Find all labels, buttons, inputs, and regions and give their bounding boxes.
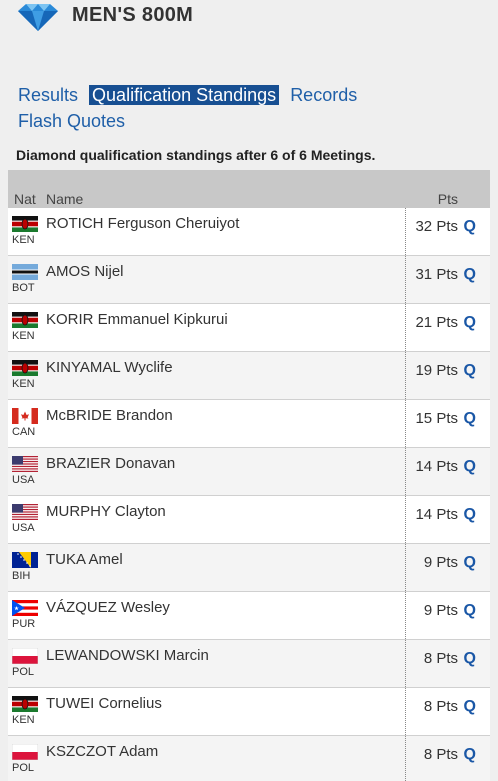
nat-code: KEN — [12, 234, 35, 246]
points-value: 19 Pts — [415, 362, 458, 379]
column-divider — [405, 448, 406, 495]
athlete-name[interactable]: KORIR Emmanuel Kipkurui — [46, 311, 228, 328]
poland-flag-icon — [12, 744, 38, 760]
kenya-flag-icon — [12, 696, 38, 712]
nat-code: USA — [12, 474, 35, 486]
column-divider — [405, 736, 406, 781]
column-divider — [405, 400, 406, 447]
nav-flash-quotes-link[interactable]: Flash Quotes — [18, 111, 126, 131]
column-divider — [405, 592, 406, 639]
points-value: 14 Pts — [415, 506, 458, 523]
qualified-badge: Q — [463, 650, 476, 667]
athlete-name[interactable]: VÁZQUEZ Wesley — [46, 599, 170, 616]
athlete-name[interactable]: TUKA Amel — [46, 551, 123, 568]
table-header: Nat Name Pts — [8, 170, 490, 208]
nav-records-link[interactable]: Records — [290, 85, 358, 105]
table-row[interactable]: BIH TUKA Amel 9 Pts Q — [8, 544, 490, 592]
qualified-badge: Q — [463, 554, 476, 571]
qualified-badge: Q — [463, 314, 476, 331]
header-name: Name — [46, 191, 84, 207]
diamond-icon — [18, 4, 58, 31]
page-header: MEN'S 800M — [0, 0, 498, 34]
nat-code: BIH — [12, 570, 31, 582]
qualified-badge: Q — [463, 362, 476, 379]
table-row[interactable]: KEN ROTICH Ferguson Cheruiyot 32 Pts Q — [8, 208, 490, 256]
qualified-badge: Q — [463, 218, 476, 235]
athlete-name[interactable]: TUWEI Cornelius — [46, 695, 162, 712]
table-row[interactable]: CAN McBRIDE Brandon 15 Pts Q — [8, 400, 490, 448]
qualified-badge: Q — [463, 506, 476, 523]
page-title: MEN'S 800M — [72, 4, 194, 26]
poland-flag-icon — [12, 648, 38, 664]
athlete-name[interactable]: McBRIDE Brandon — [46, 407, 173, 424]
points-value: 21 Pts — [415, 314, 458, 331]
nav-qualification-standings-link[interactable]: Qualification Standings — [89, 85, 280, 105]
kenya-flag-icon — [12, 312, 38, 328]
standings-caption: Diamond qualification standings after 6 … — [16, 147, 376, 163]
points-value: 15 Pts — [415, 410, 458, 427]
section-nav: Results Qualification Standings Records … — [18, 82, 488, 134]
athlete-name[interactable]: BRAZIER Donavan — [46, 455, 176, 472]
nat-code: POL — [12, 666, 35, 678]
header-pts: Pts — [437, 191, 458, 207]
qualified-badge: Q — [463, 458, 476, 475]
athlete-name[interactable]: KSZCZOT Adam — [46, 743, 159, 760]
kenya-flag-icon — [12, 360, 38, 376]
nat-code: POL — [12, 762, 35, 774]
points-value: 8 Pts — [423, 650, 458, 667]
table-row[interactable]: KEN TUWEI Cornelius 8 Pts Q — [8, 688, 490, 736]
table-row[interactable]: PUR VÁZQUEZ Wesley 9 Pts Q — [8, 592, 490, 640]
points-value: 9 Pts — [423, 602, 458, 619]
nat-code: BOT — [12, 282, 35, 294]
points-value: 14 Pts — [415, 458, 458, 475]
column-divider — [405, 352, 406, 399]
column-divider — [405, 496, 406, 543]
nat-code: KEN — [12, 714, 35, 726]
table-row[interactable]: USA BRAZIER Donavan 14 Pts Q — [8, 448, 490, 496]
usa-flag-icon — [12, 456, 38, 472]
qualified-badge: Q — [463, 698, 476, 715]
table-row[interactable]: KEN KINYAMAL Wyclife 19 Pts Q — [8, 352, 490, 400]
column-divider — [405, 304, 406, 351]
qualified-badge: Q — [463, 746, 476, 763]
athlete-name[interactable]: MURPHY Clayton — [46, 503, 166, 520]
usa-flag-icon — [12, 504, 38, 520]
nat-code: KEN — [12, 330, 35, 342]
points-value: 8 Pts — [423, 698, 458, 715]
athlete-name[interactable]: LEWANDOWSKI Marcin — [46, 647, 209, 664]
table-row[interactable]: POL LEWANDOWSKI Marcin 8 Pts Q — [8, 640, 490, 688]
table-row[interactable]: USA MURPHY Clayton 14 Pts Q — [8, 496, 490, 544]
athlete-name[interactable]: ROTICH Ferguson Cheruiyot — [46, 215, 240, 232]
nat-code: CAN — [12, 426, 36, 438]
points-value: 9 Pts — [423, 554, 458, 571]
bosnia-flag-icon — [12, 552, 38, 568]
table-row[interactable]: BOT AMOS Nijel 31 Pts Q — [8, 256, 490, 304]
points-value: 8 Pts — [423, 746, 458, 763]
header-nat: Nat — [14, 191, 36, 207]
nat-code: USA — [12, 522, 35, 534]
column-divider — [405, 208, 406, 255]
athlete-name[interactable]: AMOS Nijel — [46, 263, 124, 280]
qualified-badge: Q — [463, 410, 476, 427]
canada-flag-icon — [12, 408, 38, 424]
column-divider — [405, 640, 406, 687]
qualified-badge: Q — [463, 602, 476, 619]
standings-table: Nat Name Pts KEN ROTICH Ferguson Cheruiyo… — [8, 170, 490, 781]
points-value: 31 Pts — [415, 266, 458, 283]
column-divider — [405, 688, 406, 735]
qualified-badge: Q — [463, 266, 476, 283]
kenya-flag-icon — [12, 216, 38, 232]
table-row[interactable]: POL KSZCZOT Adam 8 Pts Q — [8, 736, 490, 781]
nav-results-link[interactable]: Results — [18, 85, 79, 105]
nat-code: KEN — [12, 378, 35, 390]
table-row[interactable]: KEN KORIR Emmanuel Kipkurui 21 Pts Q — [8, 304, 490, 352]
nat-code: PUR — [12, 618, 36, 630]
column-divider — [405, 256, 406, 303]
athlete-name[interactable]: KINYAMAL Wyclife — [46, 359, 173, 376]
puerto-rico-flag-icon — [12, 600, 38, 616]
points-value: 32 Pts — [415, 218, 458, 235]
column-divider — [405, 544, 406, 591]
botswana-flag-icon — [12, 264, 38, 280]
